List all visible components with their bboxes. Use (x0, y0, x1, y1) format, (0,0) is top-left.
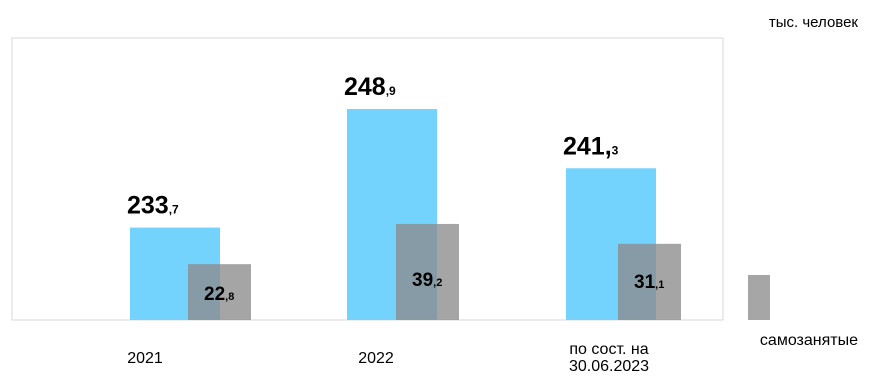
legend: самозанятые (748, 275, 858, 349)
x-tick-label-1: 2022 (358, 350, 394, 367)
unit-label: тыс. человек (769, 14, 859, 31)
value-label-main-2: 241,3 (563, 132, 619, 160)
legend-label-self-employed: самозанятые (760, 332, 858, 349)
x-axis-category-labels: 2021 2022 по сост. на 30.06.2023 (127, 341, 649, 375)
x-tick-label-2: по сост. на 30.06.2023 (569, 341, 649, 375)
legend-swatch-self-employed (748, 275, 770, 320)
x-tick-label-0: 2021 (127, 350, 163, 367)
